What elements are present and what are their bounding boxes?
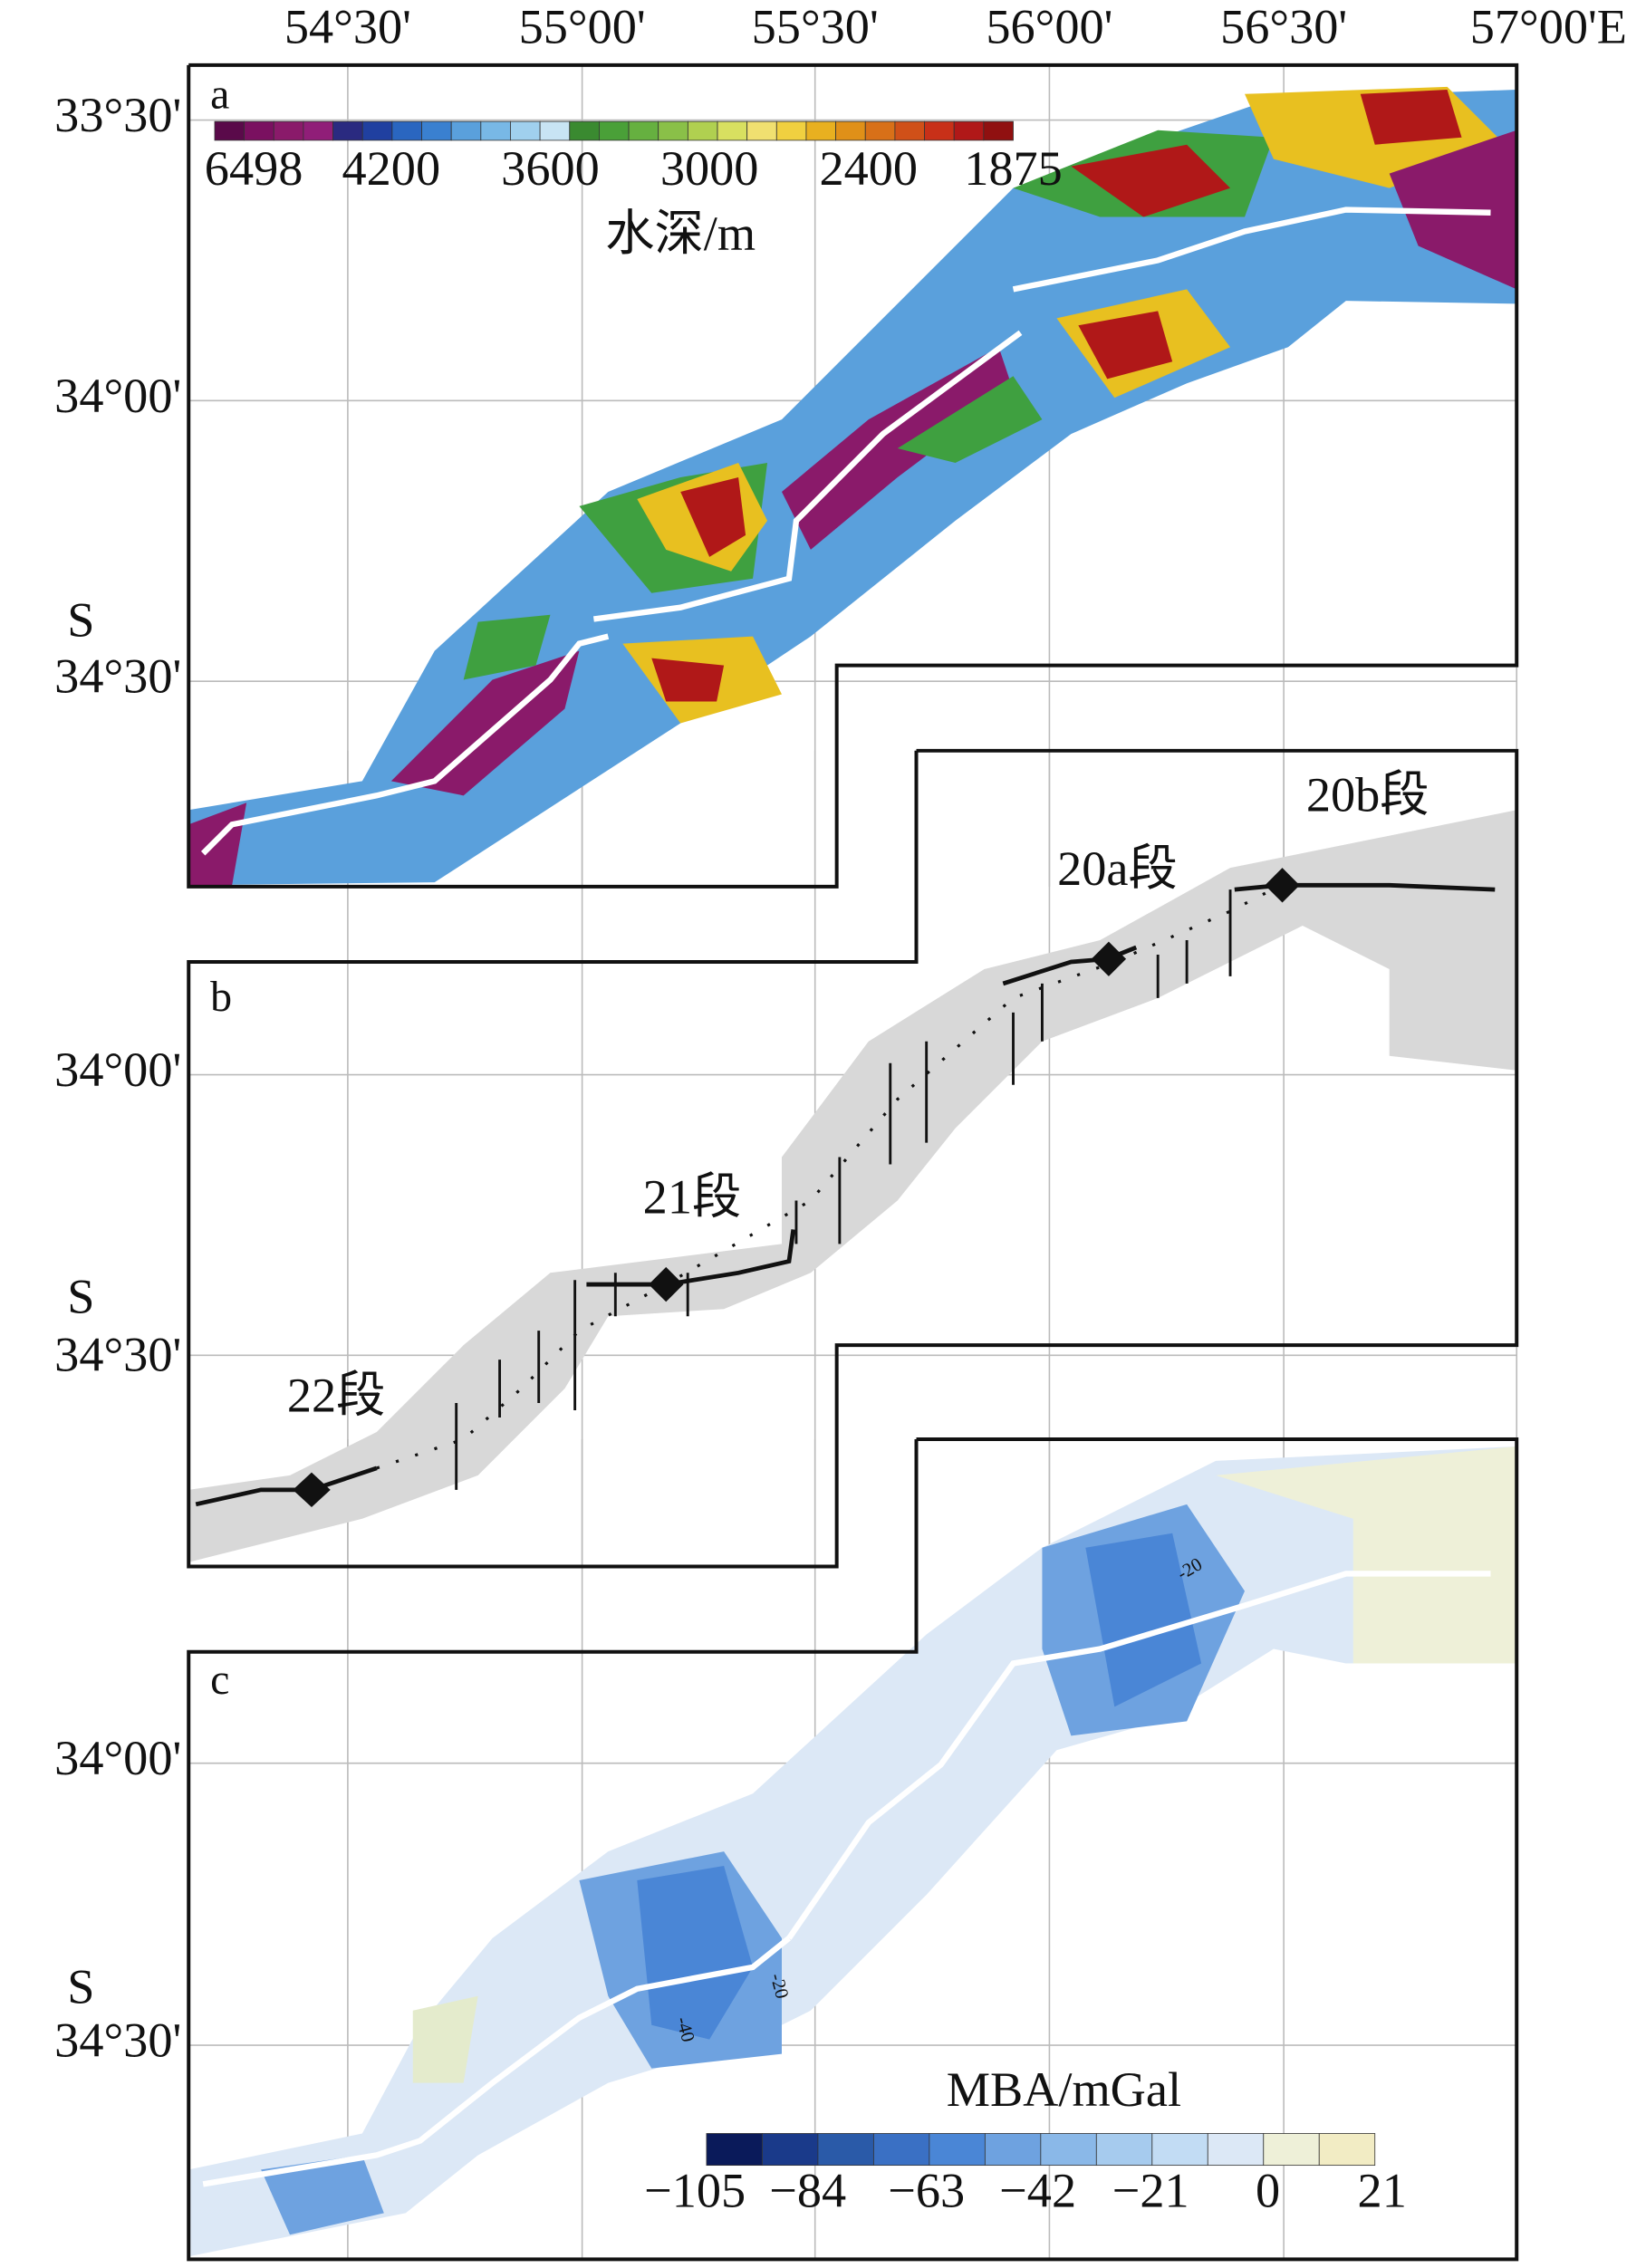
colorbar-cell <box>421 120 452 141</box>
panel-frame <box>187 1437 1519 2262</box>
colorbar-cell <box>1263 2133 1320 2167</box>
latitude-label: 34°00' <box>54 1731 181 1785</box>
latitude-label: 34°30' <box>54 1328 181 1382</box>
colorbar-tick-label: 0 <box>1256 2164 1280 2218</box>
colorbar-cell <box>244 120 274 141</box>
colorbar-cell <box>872 2133 930 2167</box>
colorbar-tick-label: −21 <box>1112 2164 1189 2218</box>
colorbar-title: MBA/mGal <box>947 2062 1181 2117</box>
mba-colorbar: −105 −84 −63 −42 −21 0 21 <box>644 2133 1407 2218</box>
colorbar-title: 水深/m <box>605 207 756 261</box>
longitude-label: 57°00'E <box>1470 0 1627 54</box>
colorbar-cell <box>924 120 955 141</box>
longitude-label: 56°30' <box>1220 0 1347 54</box>
colorbar-cell <box>706 2133 763 2167</box>
colorbar-cell <box>746 120 777 141</box>
colorbar-tick-label: 1875 <box>964 141 1063 196</box>
colorbar-cell <box>361 120 393 141</box>
longitude-label: 54°30' <box>284 0 411 54</box>
colorbar-tick-label: 2400 <box>820 141 919 196</box>
colorbar-tick-label: 6498 <box>205 141 303 196</box>
colorbar-cell <box>599 120 630 141</box>
panel-label: a <box>210 71 229 119</box>
colorbar-cell <box>983 120 1014 141</box>
colorbar-cell <box>1040 2133 1097 2167</box>
latitude-label: 34°00' <box>54 369 181 423</box>
colorbar-tick-label: −84 <box>769 2164 846 2218</box>
colorbar-cell <box>929 2133 986 2167</box>
latitude-label: 34°00' <box>54 1043 181 1097</box>
colorbar-cell <box>762 2133 819 2167</box>
colorbar-cell <box>332 120 363 141</box>
panel-frame <box>187 62 1519 889</box>
colorbar-cell <box>1318 2133 1376 2167</box>
colorbar-tick-label: 3000 <box>660 141 759 196</box>
latitude-label: S <box>67 592 94 647</box>
colorbar-cell <box>864 120 896 141</box>
colorbar-cell <box>687 120 718 141</box>
colorbar-cell <box>628 120 659 141</box>
colorbar-cell <box>805 120 837 141</box>
longitude-labels: 54°30' 55°00' 55°30' 56°00' 56°30' 57°00'E <box>284 0 1627 54</box>
latitude-label: S <box>67 1959 94 2013</box>
latitude-label: 34°30' <box>54 649 181 704</box>
colorbar-cell <box>775 120 807 141</box>
colorbar-cell <box>1095 2133 1153 2167</box>
segment-label: 20b段 <box>1306 768 1429 822</box>
colorbar-tick-label: 21 <box>1358 2164 1407 2218</box>
depth-colorbar: 6498 4200 3600 3000 2400 1875 <box>205 120 1063 196</box>
segment-label: 21段 <box>643 1170 742 1225</box>
colorbar-cell <box>835 120 866 141</box>
colorbar-cell <box>214 120 245 141</box>
colorbar-cell <box>510 120 541 141</box>
colorbar-cell <box>1151 2133 1208 2167</box>
segment-label: 22段 <box>287 1368 386 1422</box>
gravity-map <box>188 1446 1517 2257</box>
latitude-label: S <box>67 1270 94 1324</box>
colorbar-cell <box>717 120 748 141</box>
segment-map <box>188 810 1517 1562</box>
colorbar-cell <box>658 120 688 141</box>
colorbar-cell <box>539 120 571 141</box>
colorbar-cell <box>953 120 985 141</box>
colorbar-tick-label: −63 <box>888 2164 965 2218</box>
panel-frame <box>187 748 1519 1569</box>
colorbar-cell <box>480 120 511 141</box>
latitude-label: 34°30' <box>54 2013 181 2068</box>
colorbar-cell <box>391 120 422 141</box>
latitude-label: 33°30' <box>54 88 181 142</box>
longitude-label: 55°30' <box>752 0 879 54</box>
colorbar-tick-label: 4200 <box>342 141 441 196</box>
colorbar-tick-label: −105 <box>644 2164 746 2218</box>
colorbar-cell <box>273 120 304 141</box>
colorbar-tick-label: 3600 <box>501 141 600 196</box>
colorbar-cell <box>450 120 482 141</box>
panel-label: c <box>210 1656 229 1704</box>
panel-label: b <box>210 973 232 1021</box>
colorbar-cell <box>894 120 925 141</box>
longitude-label: 55°00' <box>519 0 646 54</box>
colorbar-cell <box>569 120 600 141</box>
colorbar-cell <box>817 2133 874 2167</box>
colorbar-cell <box>1207 2133 1265 2167</box>
longitude-label: 56°00' <box>986 0 1112 54</box>
colorbar-tick-label: −42 <box>999 2164 1076 2218</box>
colorbar-cell <box>984 2133 1042 2167</box>
segment-label: 20a段 <box>1057 841 1178 896</box>
bathymetry-map <box>188 86 1517 886</box>
colorbar-cell <box>303 120 333 141</box>
